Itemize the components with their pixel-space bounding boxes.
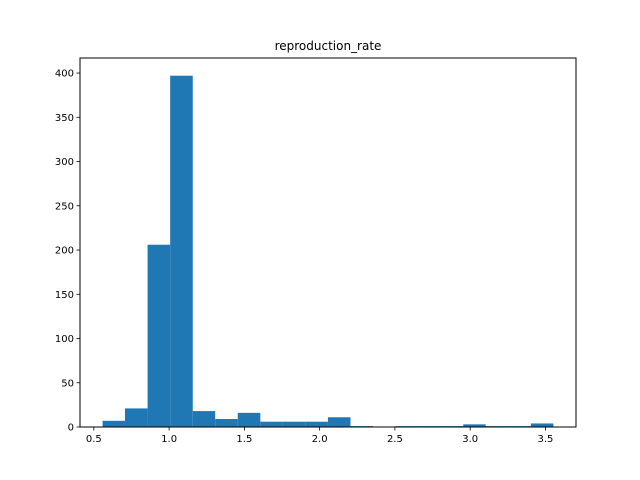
histogram-bar-2 (147, 244, 171, 427)
histogram-bar-4 (192, 411, 216, 427)
histogram-bar-7 (260, 421, 283, 427)
histogram-bar-0 (102, 420, 126, 427)
chart-title: reproduction_rate (275, 39, 382, 53)
x-tick-label-6: 3.5 (537, 434, 553, 445)
histogram-bar-8 (282, 421, 306, 427)
histogram-bar-1 (125, 408, 148, 427)
y-tick-label-7: 350 (55, 113, 74, 124)
histogram-bar-19 (530, 423, 554, 427)
plot-frame (79, 57, 577, 428)
x-tick-label-3: 2.0 (312, 434, 328, 445)
bars-group (102, 75, 554, 427)
x-tick-label-4: 2.5 (387, 434, 403, 445)
y-axis: 0 50 100 150 200 250 300 350 400 (55, 69, 80, 434)
y-tick-label-2: 100 (55, 334, 74, 345)
x-tick-label-2: 1.5 (236, 434, 252, 445)
y-tick-label-5: 250 (55, 201, 74, 212)
histogram-bar-16 (463, 424, 486, 427)
histogram-bar-9 (305, 421, 328, 427)
x-tick-label-0: 0.5 (86, 434, 102, 445)
x-tick-label-5: 3.0 (462, 434, 478, 445)
y-tick-label-1: 50 (61, 378, 74, 389)
histogram-bar-3 (170, 75, 193, 427)
y-tick-label-8: 400 (55, 69, 74, 80)
x-axis: 0.5 1.0 1.5 2.0 2.5 3.0 3.5 (86, 427, 553, 445)
histogram-bar-5 (215, 419, 238, 427)
histogram-bar-10 (327, 417, 351, 427)
y-tick-label-3: 150 (55, 290, 74, 301)
histogram-bar-6 (237, 412, 261, 427)
y-tick-label-6: 300 (55, 157, 74, 168)
x-tick-label-1: 1.0 (161, 434, 177, 445)
y-tick-label-0: 0 (68, 423, 74, 434)
y-tick-label-4: 200 (55, 246, 74, 257)
